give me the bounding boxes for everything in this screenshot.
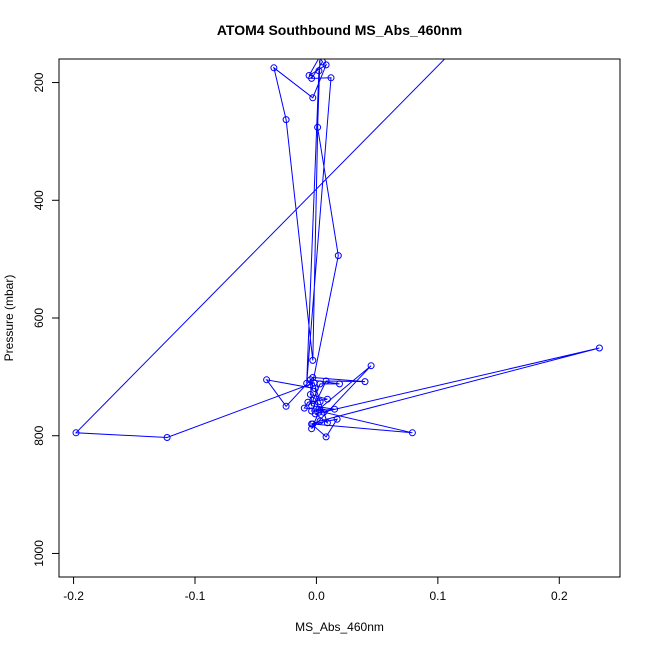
x-tick-label: 0.0 (308, 589, 325, 603)
x-tick-label: -0.2 (63, 589, 84, 603)
data-point (311, 385, 319, 393)
data-point (306, 391, 314, 398)
data-point (319, 59, 326, 66)
data-point (322, 433, 330, 441)
data-point (308, 407, 316, 415)
data-point (309, 374, 317, 381)
y-axis: 200 400 600 800 1000 (32, 72, 59, 567)
data-point (315, 67, 323, 75)
data-point (367, 362, 375, 370)
data-point (315, 405, 323, 413)
x-axis: -0.2 -0.1 0.0 0.1 0.2 (63, 577, 568, 603)
x-tick-label: -0.1 (185, 589, 206, 603)
y-tick-label: 1000 (32, 540, 46, 567)
data-point (333, 415, 341, 423)
data-point (270, 64, 278, 72)
data-point (309, 396, 317, 404)
y-axis-label: Pressure (mbar) (2, 275, 16, 362)
data-point (309, 94, 317, 102)
data-point (311, 44, 317, 50)
data-point (303, 379, 311, 387)
data-point (314, 123, 322, 131)
data-point (327, 74, 335, 82)
data-point (300, 404, 308, 412)
data-point (282, 116, 290, 124)
chart-title: ATOM4 Southbound MS_Abs_460nm (217, 22, 462, 38)
data-point (309, 356, 317, 364)
y-tick-label: 400 (32, 190, 46, 210)
data-point (323, 395, 331, 403)
y-tick-label: 600 (32, 308, 46, 328)
data-point (595, 344, 603, 352)
series-line (74, 59, 600, 439)
data-point (308, 402, 316, 410)
x-tick-label: 0.1 (430, 589, 447, 603)
data-point (315, 408, 323, 416)
data-point (331, 405, 339, 413)
y-tick-label: 800 (32, 425, 46, 445)
data-point (336, 380, 343, 388)
data-point (408, 429, 416, 437)
data-point (163, 434, 171, 441)
data-point (459, 38, 465, 44)
data-point (323, 419, 331, 427)
data-point (316, 380, 324, 388)
data-point (309, 420, 317, 428)
data-point (282, 402, 290, 410)
data-point (322, 377, 330, 385)
y-tick-label: 200 (32, 72, 46, 92)
data-point (308, 425, 316, 433)
data-point (334, 252, 342, 260)
data-point (304, 398, 312, 406)
data-point (306, 376, 314, 384)
plot-frame (58, 58, 621, 578)
data-point (318, 59, 323, 60)
data-point (72, 429, 80, 437)
x-tick-label: 0.2 (551, 589, 568, 603)
data-point (263, 376, 271, 384)
x-axis-label: MS_Abs_460nm (295, 620, 384, 634)
data-point (316, 398, 324, 406)
data-point (316, 417, 324, 425)
series-layer (72, 38, 603, 441)
data-point (308, 74, 316, 82)
data-point (361, 378, 369, 386)
